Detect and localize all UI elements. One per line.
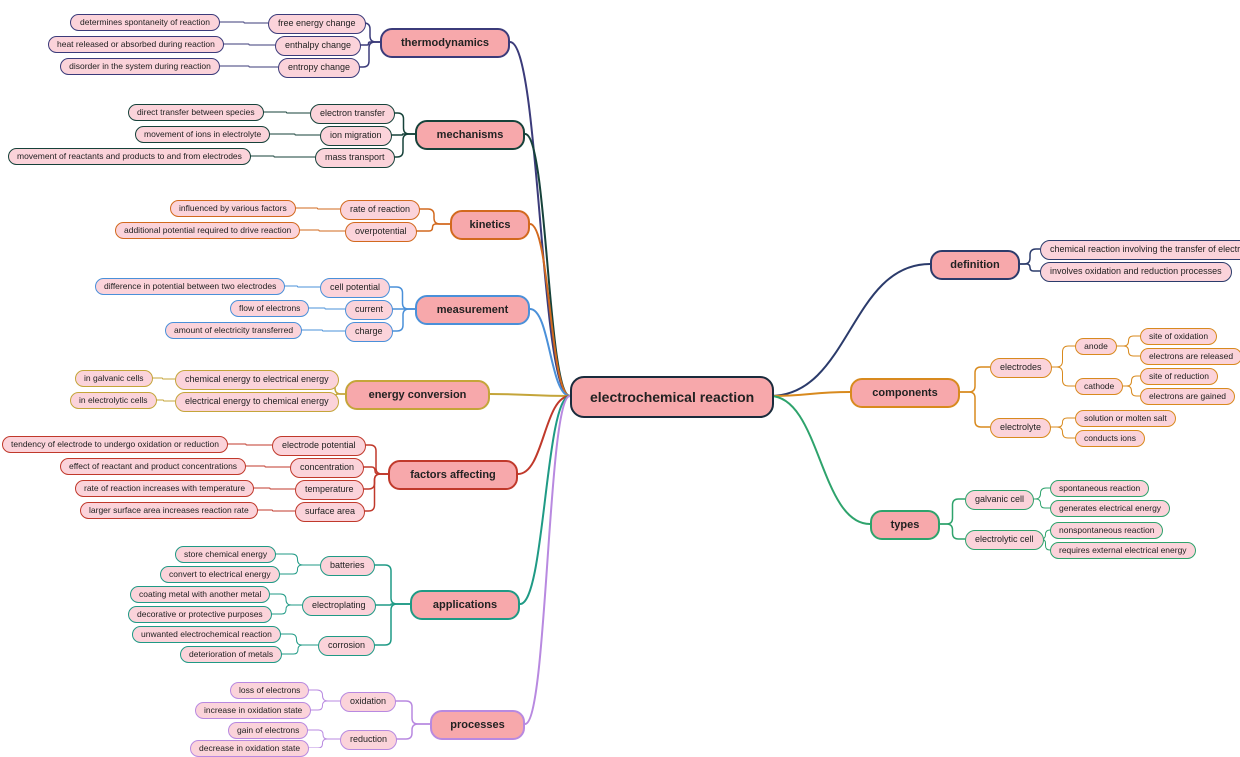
l3-mechanisms-1-0: movement of ions in electrolyte [135,126,270,143]
l4-components-0-1-1: electrons are gained [1140,388,1235,405]
l2-processes-0: oxidation [340,692,396,712]
l2-measurement-2: charge [345,322,393,342]
l2-factors-2: temperature [295,480,364,500]
l2-types-0: galvanic cell [965,490,1034,510]
l2-kinetics-0: rate of reaction [340,200,420,220]
l1-thermodynamics: thermodynamics [380,28,510,58]
l3-processes-1-0: gain of electrons [228,722,308,739]
l3-types-0-0: spontaneous reaction [1050,480,1149,497]
center-node: electrochemical reaction [570,376,774,418]
l2-energy-1: electrical energy to chemical energy [175,392,339,412]
l1-energy: energy conversion [345,380,490,410]
l2-energy-0: chemical energy to electrical energy [175,370,339,390]
l2-components-0: electrodes [990,358,1052,378]
l3-components-0-1: cathode [1075,378,1123,395]
l1-types: types [870,510,940,540]
l3-factors-0-0: tendency of electrode to undergo oxidati… [2,436,228,453]
l3-kinetics-1-0: additional potential required to drive r… [115,222,300,239]
l2-applications-2: corrosion [318,636,375,656]
l3-thermodynamics-0-0: determines spontaneity of reaction [70,14,220,31]
l2-mechanisms-1: ion migration [320,126,392,146]
l3-applications-1-1: decorative or protective purposes [128,606,272,623]
l2-thermodynamics-0: free energy change [268,14,366,34]
l1-mechanisms: mechanisms [415,120,525,150]
l3-applications-2-1: deterioration of metals [180,646,282,663]
l3-thermodynamics-2-0: disorder in the system during reaction [60,58,220,75]
l2-types-1: electrolytic cell [965,530,1044,550]
l3-factors-1-0: effect of reactant and product concentra… [60,458,246,475]
l2-processes-1: reduction [340,730,397,750]
l1-components: components [850,378,960,408]
l4-components-0-0-0: site of oxidation [1140,328,1217,345]
l2-definition-0: chemical reaction involving the transfer… [1040,240,1240,260]
l3-measurement-2-0: amount of electricity transferred [165,322,302,339]
l1-definition: definition [930,250,1020,280]
l3-components-0-0: anode [1075,338,1117,355]
l2-factors-1: concentration [290,458,364,478]
l2-thermodynamics-2: entropy change [278,58,360,78]
l1-factors: factors affecting [388,460,518,490]
l3-types-1-1: requires external electrical energy [1050,542,1196,559]
l2-measurement-1: current [345,300,393,320]
l2-kinetics-1: overpotential [345,222,417,242]
l3-kinetics-0-0: influenced by various factors [170,200,296,217]
l3-types-1-0: nonspontaneous reaction [1050,522,1163,539]
l3-applications-0-0: store chemical energy [175,546,276,563]
l2-mechanisms-0: electron transfer [310,104,395,124]
l3-mechanisms-0-0: direct transfer between species [128,104,264,121]
l3-processes-1-1: decrease in oxidation state [190,740,309,757]
l3-factors-2-0: rate of reaction increases with temperat… [75,480,254,497]
l3-components-1-0: solution or molten salt [1075,410,1176,427]
l1-kinetics: kinetics [450,210,530,240]
l3-applications-1-0: coating metal with another metal [130,586,270,603]
l2-measurement-0: cell potential [320,278,390,298]
l2-factors-3: surface area [295,502,365,522]
l3-applications-0-1: convert to electrical energy [160,566,280,583]
l2-definition-1: involves oxidation and reduction process… [1040,262,1232,282]
l3-applications-2-0: unwanted electrochemical reaction [132,626,281,643]
l3-thermodynamics-1-0: heat released or absorbed during reactio… [48,36,224,53]
l2-components-1: electrolyte [990,418,1051,438]
l1-measurement: measurement [415,295,530,325]
l3-measurement-0-0: difference in potential between two elec… [95,278,285,295]
l3-energy-1-0: in electrolytic cells [70,392,157,409]
l3-mechanisms-2-0: movement of reactants and products to an… [8,148,251,165]
l3-measurement-1-0: flow of electrons [230,300,309,317]
l2-mechanisms-2: mass transport [315,148,395,168]
l4-components-0-1-0: site of reduction [1140,368,1218,385]
l2-applications-0: batteries [320,556,375,576]
l3-components-1-1: conducts ions [1075,430,1145,447]
l2-factors-0: electrode potential [272,436,366,456]
l1-processes: processes [430,710,525,740]
l3-energy-0-0: in galvanic cells [75,370,153,387]
l2-thermodynamics-1: enthalpy change [275,36,361,56]
l3-types-0-1: generates electrical energy [1050,500,1170,517]
l2-applications-1: electroplating [302,596,376,616]
l4-components-0-0-1: electrons are released [1140,348,1240,365]
l3-processes-0-1: increase in oxidation state [195,702,311,719]
l3-factors-3-0: larger surface area increases reaction r… [80,502,258,519]
l1-applications: applications [410,590,520,620]
l3-processes-0-0: loss of electrons [230,682,309,699]
